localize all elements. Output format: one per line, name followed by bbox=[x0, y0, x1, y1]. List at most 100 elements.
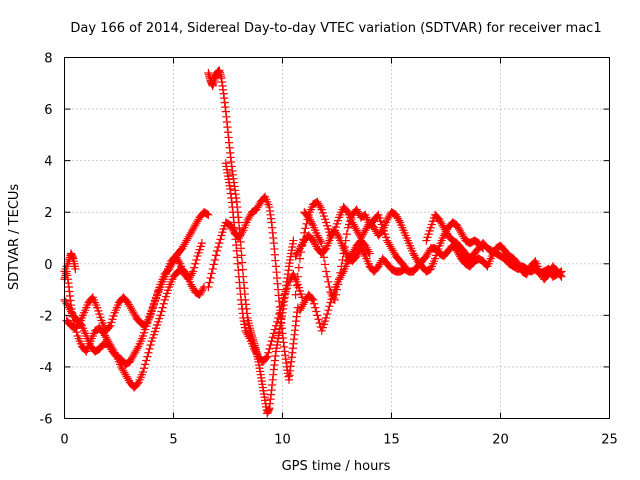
data-point bbox=[320, 317, 330, 326]
data-point bbox=[196, 242, 205, 251]
data-point bbox=[323, 221, 332, 230]
data-point bbox=[233, 253, 242, 262]
data-point bbox=[294, 263, 303, 272]
data-point bbox=[319, 253, 329, 262]
data-point bbox=[280, 290, 289, 299]
data-point bbox=[215, 239, 224, 248]
data-point bbox=[138, 331, 148, 341]
data-point bbox=[310, 299, 319, 308]
data-point bbox=[139, 364, 149, 373]
data-point bbox=[335, 275, 344, 284]
grid-lines bbox=[64, 57, 610, 419]
y-tick-label: 2 bbox=[44, 206, 52, 221]
data-point bbox=[262, 353, 271, 363]
data-point bbox=[146, 310, 155, 319]
data-point bbox=[556, 271, 565, 280]
data-point bbox=[210, 255, 220, 265]
data-point bbox=[365, 249, 374, 258]
data-point bbox=[141, 360, 150, 369]
data-point bbox=[148, 333, 157, 343]
data-point bbox=[341, 236, 350, 245]
data-point bbox=[331, 290, 341, 299]
data-point bbox=[292, 281, 301, 290]
data-point bbox=[156, 311, 165, 320]
y-tick-labels: -6 -4 -2 0 2 4 6 8 bbox=[40, 52, 53, 428]
data-point bbox=[232, 246, 241, 255]
data-point bbox=[270, 325, 279, 334]
data-point bbox=[283, 280, 293, 290]
data-point bbox=[155, 314, 164, 323]
data-point bbox=[332, 219, 342, 228]
data-point bbox=[138, 367, 148, 377]
y-tick-label: -6 bbox=[40, 413, 53, 428]
data-point bbox=[378, 223, 387, 232]
data-point bbox=[311, 303, 320, 312]
data-point bbox=[149, 300, 158, 310]
y-axis-label: SDTVAR / TECUs bbox=[7, 184, 22, 291]
data-point bbox=[347, 213, 356, 223]
plot-frame bbox=[64, 57, 610, 419]
data-point bbox=[317, 205, 326, 214]
y-tick-label: -2 bbox=[40, 309, 53, 324]
data-point bbox=[332, 285, 342, 294]
data-point bbox=[207, 269, 216, 278]
data-point bbox=[333, 280, 343, 289]
data-point bbox=[339, 249, 348, 258]
data-point bbox=[148, 304, 157, 313]
data-point bbox=[278, 298, 287, 307]
chart-title: Day 166 of 2014, Sidereal Day-to-day VTE… bbox=[70, 21, 601, 36]
data-point bbox=[289, 236, 298, 245]
data-points bbox=[60, 66, 566, 418]
data-point bbox=[324, 306, 333, 315]
data-point bbox=[159, 299, 168, 308]
data-point bbox=[322, 313, 331, 323]
data-point bbox=[151, 294, 161, 303]
data-point bbox=[238, 258, 247, 267]
data-point bbox=[317, 239, 326, 248]
x-tick-label: 15 bbox=[383, 433, 400, 448]
data-point bbox=[428, 217, 438, 226]
data-point bbox=[302, 219, 311, 228]
data-point bbox=[282, 284, 291, 293]
data-point bbox=[163, 286, 173, 295]
data-point bbox=[109, 311, 118, 321]
data-point bbox=[150, 327, 160, 336]
data-point bbox=[204, 210, 213, 219]
data-point bbox=[431, 254, 440, 263]
series-track-l bbox=[422, 210, 566, 281]
series-track-k bbox=[300, 205, 409, 304]
data-point bbox=[206, 273, 215, 283]
data-point bbox=[213, 246, 222, 255]
data-point bbox=[320, 260, 330, 269]
data-point bbox=[275, 309, 284, 319]
x-tick-label: 25 bbox=[601, 433, 618, 448]
data-point bbox=[153, 291, 162, 300]
series-track-j bbox=[295, 236, 374, 335]
data-point bbox=[377, 220, 386, 229]
data-point bbox=[319, 211, 329, 221]
data-point bbox=[296, 289, 306, 299]
data-point bbox=[293, 280, 302, 289]
data-point bbox=[209, 260, 218, 269]
data-point bbox=[160, 295, 169, 304]
data-point bbox=[219, 224, 228, 234]
data-point bbox=[375, 213, 384, 223]
data-point bbox=[218, 228, 227, 237]
data-point bbox=[324, 277, 333, 286]
data-point bbox=[108, 315, 117, 324]
y-tick-label: 4 bbox=[44, 155, 52, 170]
data-point bbox=[425, 226, 434, 236]
data-point bbox=[191, 259, 200, 268]
data-point bbox=[189, 267, 198, 276]
y-tick-label: -4 bbox=[40, 361, 53, 376]
data-point bbox=[162, 289, 172, 298]
data-point bbox=[145, 313, 154, 323]
data-point bbox=[150, 297, 160, 306]
data-point bbox=[94, 306, 103, 315]
data-point bbox=[107, 318, 116, 327]
data-point bbox=[424, 230, 433, 239]
data-point bbox=[238, 265, 247, 274]
data-point bbox=[345, 217, 355, 226]
data-point bbox=[325, 282, 334, 292]
data-point bbox=[317, 326, 326, 335]
